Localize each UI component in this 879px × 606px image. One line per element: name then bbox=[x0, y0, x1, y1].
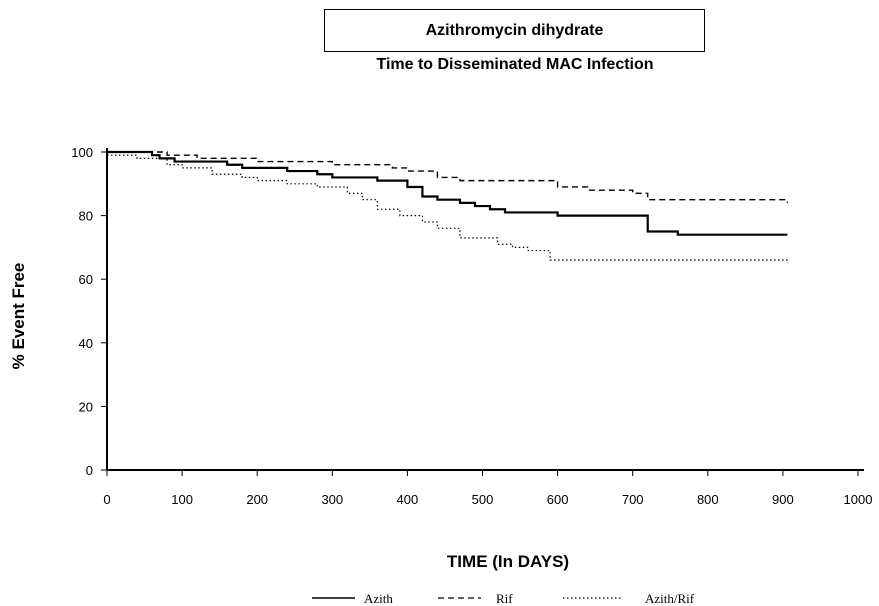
y-tick-label: 0 bbox=[86, 463, 93, 478]
x-tick-label: 1000 bbox=[844, 492, 873, 507]
y-tick-label: 20 bbox=[79, 399, 93, 414]
y-tick-label: 80 bbox=[79, 209, 93, 224]
x-tick-label: 700 bbox=[622, 492, 644, 507]
x-tick-label: 300 bbox=[321, 492, 343, 507]
x-tick-label: 800 bbox=[697, 492, 719, 507]
series-line-rif bbox=[107, 151, 789, 203]
plot-area: 0 100 200 300 400 500 600 700 800 900 1000 0 20 40 60 8… bbox=[71, 145, 872, 507]
legend-label: Azith/Rif bbox=[645, 591, 695, 606]
x-tick-label: 100 bbox=[171, 492, 193, 507]
x-axis-label: TIME (In DAYS) bbox=[447, 552, 569, 571]
y-axis-label: % Event Free bbox=[9, 263, 28, 370]
chart-subtitle: Time to Disseminated MAC Infection bbox=[376, 56, 654, 73]
y-tick-label: 100 bbox=[71, 145, 93, 160]
x-tick-label: 900 bbox=[772, 492, 794, 507]
x-tick-label: 400 bbox=[397, 492, 419, 507]
chart-title: Azithromycin dihydrate bbox=[324, 9, 705, 52]
y-tick-label: 40 bbox=[79, 336, 93, 351]
x-tick-label: 600 bbox=[547, 492, 569, 507]
x-tick-label: 0 bbox=[103, 492, 110, 507]
y-tick-label: 60 bbox=[79, 272, 93, 287]
x-tick-label: 500 bbox=[472, 492, 494, 507]
legend-label: Azith bbox=[364, 591, 393, 606]
series-line-azith bbox=[107, 150, 788, 236]
series-line-azith-rif bbox=[107, 154, 789, 264]
legend-label: Rif bbox=[496, 591, 513, 606]
legend: Azith Rif Azith/Rif bbox=[312, 591, 695, 606]
x-tick-label: 200 bbox=[246, 492, 268, 507]
